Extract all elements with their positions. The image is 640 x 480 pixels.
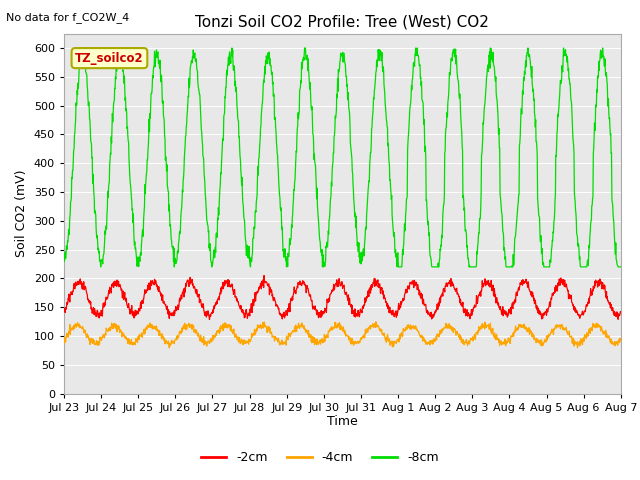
Title: Tonzi Soil CO2 Profile: Tree (West) CO2: Tonzi Soil CO2 Profile: Tree (West) CO2 [195,15,490,30]
Y-axis label: Soil CO2 (mV): Soil CO2 (mV) [15,170,28,257]
Text: No data for f_CO2W_4: No data for f_CO2W_4 [6,12,130,23]
Legend: -2cm, -4cm, -8cm: -2cm, -4cm, -8cm [196,446,444,469]
Text: TZ_soilco2: TZ_soilco2 [75,51,144,65]
X-axis label: Time: Time [327,415,358,429]
